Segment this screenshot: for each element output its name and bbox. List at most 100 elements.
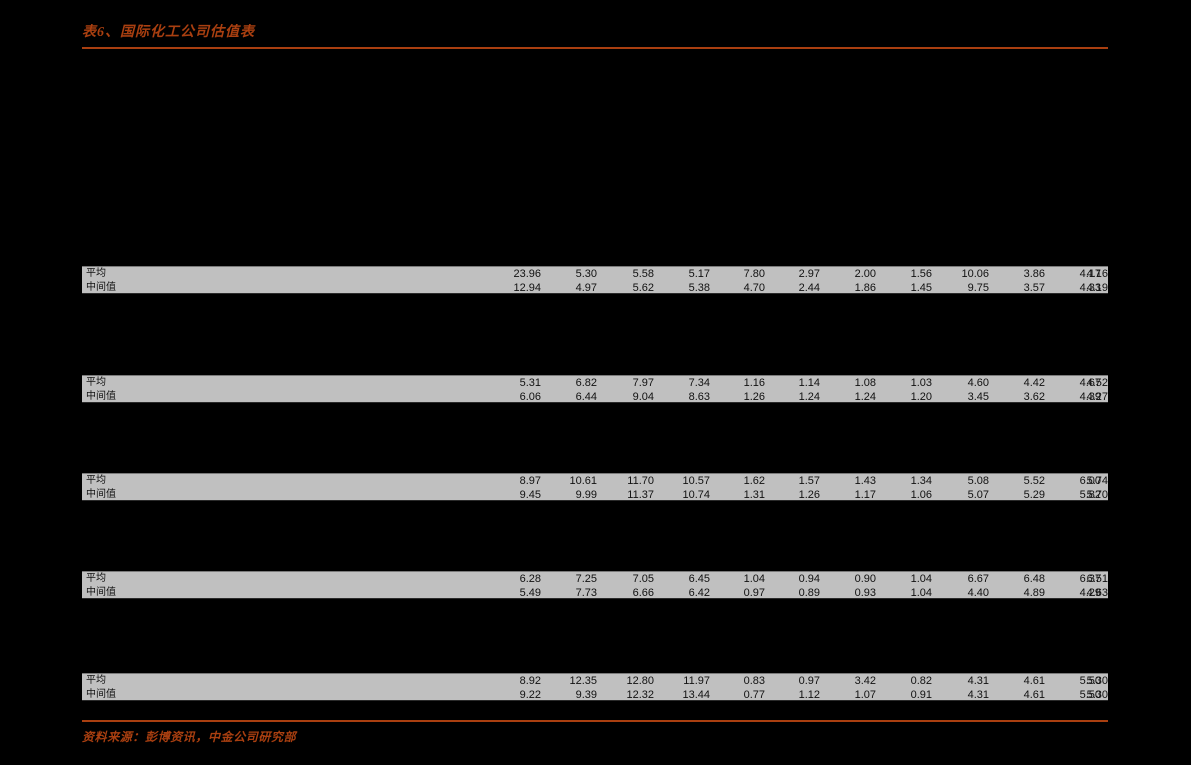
table-cell: 0.94 (798, 573, 820, 585)
row-label: 平均 (86, 573, 106, 584)
table-cell: 7.97 (632, 377, 654, 389)
table-cell: 10.61 (569, 475, 597, 487)
header-rule (82, 47, 1108, 49)
table-cell: 1.07 (854, 689, 876, 701)
table-cell: 4.97 (575, 282, 597, 294)
page-title: 表6、国际化工公司估值表 (82, 25, 255, 40)
table-row: 中间值 9.45 9.99 11.37 10.74 1.31 1.26 1.17 1.06 5.0… (82, 488, 1108, 502)
table-cell: 5.30 (1086, 689, 1108, 701)
table-cell: 0.91 (910, 689, 932, 701)
table-cell: 1.24 (798, 391, 820, 403)
table-cell: 6.66 (632, 587, 654, 599)
table-cell: 1.04 (910, 587, 932, 599)
table-cell: 5.49 (519, 587, 541, 599)
table-cell: 23.96 (513, 268, 541, 280)
table-cell: 6.44 (575, 391, 597, 403)
table-cell: 7.34 (688, 377, 710, 389)
table-cell: 9.99 (575, 489, 597, 501)
table-cell: 1.45 (910, 282, 932, 294)
table-cell: 6.48 (1023, 573, 1045, 585)
table-cell: 5.52 (1023, 475, 1045, 487)
row-label: 中间值 (86, 282, 116, 293)
table-cell: 4.42 (1023, 377, 1045, 389)
title-block: 表6、国际化工公司估值表 (82, 24, 1108, 42)
table-cell: 4.60 (967, 377, 989, 389)
table-cell: 7.73 (575, 587, 597, 599)
table-band: 平均 6.28 7.25 7.05 6.45 1.04 0.94 0.90 1.04 6.67 6.… (82, 571, 1108, 599)
table-cell: 3.86 (1023, 268, 1045, 280)
row-cells: 8.97 10.61 11.70 10.57 1.62 1.57 1.43 1.34 5.08 5… (82, 474, 1108, 488)
table-band: 平均 8.92 12.35 12.80 11.97 0.83 0.97 3.42 0.82 4.3… (82, 673, 1108, 701)
table-cell: 3.57 (1023, 282, 1045, 294)
table-cell: 1.26 (798, 489, 820, 501)
table-cell: 0.97 (798, 675, 820, 687)
table-cell: 6.37 (1079, 573, 1101, 585)
table-band: 平均 8.97 10.61 11.70 10.57 1.62 1.57 1.43 1.34 5.0… (82, 473, 1108, 501)
row-label: 平均 (86, 268, 106, 279)
table-cell: 0.82 (910, 675, 932, 687)
table-cell: 9.22 (519, 689, 541, 701)
row-cells: 5.31 6.82 7.97 7.34 1.16 1.14 1.08 1.03 4.60 4.42… (82, 376, 1108, 390)
row-cells: 9.22 9.39 12.32 13.44 0.77 1.12 1.07 0.91 4.31 4.… (82, 688, 1108, 702)
table-cell: 1.62 (743, 475, 765, 487)
table-cell: 1.04 (910, 573, 932, 585)
table-cell: 6.00 (1079, 475, 1101, 487)
table-cell: 4.16 (1086, 268, 1108, 280)
table-cell: 1.14 (798, 377, 820, 389)
table-cell: 0.97 (743, 587, 765, 599)
table-cell: 4.19 (1086, 282, 1108, 294)
table-row: 中间值 12.94 4.97 5.62 5.38 4.70 2.44 1.86 1.45 9.75… (82, 281, 1108, 295)
table-cell: 12.35 (569, 675, 597, 687)
table-cell: 6.45 (688, 573, 710, 585)
row-label: 中间值 (86, 587, 116, 598)
table-cell: 5.50 (1079, 675, 1101, 687)
table-cell: 4.40 (967, 587, 989, 599)
table-cell: 9.75 (967, 282, 989, 294)
table-cell: 4.27 (1086, 391, 1108, 403)
table-cell: 11.37 (627, 489, 654, 501)
table-cell: 6.42 (688, 587, 710, 599)
table-cell: 3.42 (854, 675, 876, 687)
table-cell: 9.04 (632, 391, 654, 403)
table-cell: 0.83 (743, 675, 765, 687)
table-cell: 5.08 (967, 475, 989, 487)
table-cell: 1.24 (854, 391, 876, 403)
table-row: 平均 8.92 12.35 12.80 11.97 0.83 0.97 3.42 0.82 4.3… (82, 674, 1108, 688)
row-cells: 23.96 5.30 5.58 5.17 7.80 2.97 2.00 1.56 10.06 3.… (82, 267, 1108, 281)
table-cell: 6.06 (519, 391, 541, 403)
table-cell: 1.57 (798, 475, 820, 487)
table-row: 平均 8.97 10.61 11.70 10.57 1.62 1.57 1.43 1.34 5.0… (82, 474, 1108, 488)
row-cells: 9.45 9.99 11.37 10.74 1.31 1.26 1.17 1.06 5.07 5.… (82, 488, 1108, 502)
row-cells: 6.06 6.44 9.04 8.63 1.26 1.24 1.24 1.20 3.45 3.62… (82, 390, 1108, 404)
table-cell: 5.50 (1079, 689, 1101, 701)
table-cell: 4.33 (1079, 282, 1101, 294)
table-cell: 1.26 (743, 391, 765, 403)
table-row: 平均 6.28 7.25 7.05 6.45 1.04 0.94 0.90 1.04 6.67 6.… (82, 572, 1108, 586)
table-cell: 1.31 (743, 489, 765, 501)
table-cell: 5.82 (1079, 489, 1101, 501)
row-label: 平均 (86, 675, 106, 686)
table-cell: 4.52 (1086, 377, 1108, 389)
table-cell: 1.17 (854, 489, 876, 501)
table-cell: 6.67 (967, 573, 989, 585)
table-cell: 0.89 (798, 587, 820, 599)
table-cell: 10.57 (682, 475, 710, 487)
table-cell: 9.39 (575, 689, 597, 701)
table-cell: 11.97 (683, 675, 710, 687)
table-cell: 7.80 (743, 268, 765, 280)
table-cell: 12.80 (626, 675, 654, 687)
table-cell: 4.29 (1079, 587, 1101, 599)
table-cell: 4.70 (743, 282, 765, 294)
table-cell: 1.12 (798, 689, 820, 701)
table-cell: 1.20 (910, 391, 932, 403)
table-band: 平均 23.96 5.30 5.58 5.17 7.80 2.97 2.00 1.56 10.06… (82, 266, 1108, 294)
row-label: 中间值 (86, 391, 116, 402)
table-cell: 4.61 (1023, 689, 1045, 701)
table-cell: 5.70 (1086, 489, 1108, 501)
table-cell: 2.97 (798, 268, 820, 280)
table-cell: 5.74 (1086, 475, 1108, 487)
table-band: 平均 5.31 6.82 7.97 7.34 1.16 1.14 1.08 1.03 4.60 4.… (82, 375, 1108, 403)
table-row: 中间值 6.06 6.44 9.04 8.63 1.26 1.24 1.24 1.20 3.45 3… (82, 390, 1108, 404)
table-cell: 1.16 (743, 377, 765, 389)
table-cell: 6.51 (1086, 573, 1108, 585)
